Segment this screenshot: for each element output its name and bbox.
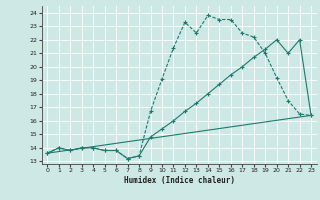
X-axis label: Humidex (Indice chaleur): Humidex (Indice chaleur) (124, 176, 235, 185)
